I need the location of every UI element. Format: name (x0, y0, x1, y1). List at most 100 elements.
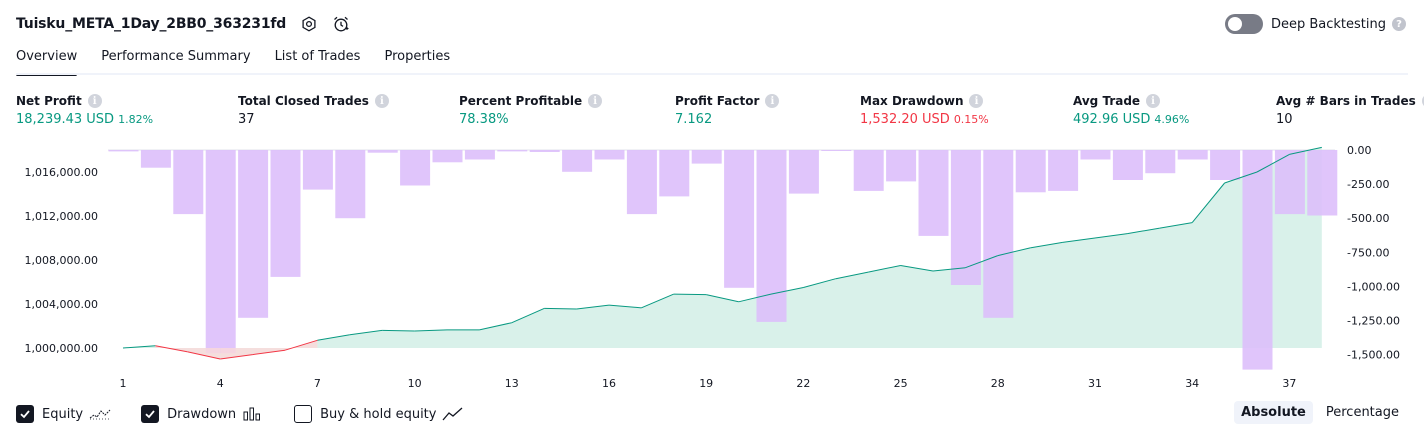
equity-line-segment (284, 339, 318, 351)
drawdown-bar (853, 150, 884, 191)
x-axis-label: 4 (217, 377, 224, 390)
equity-line-segment (1224, 171, 1258, 184)
equity-line-segment (511, 307, 545, 324)
y-axis-left-label: 1,016,000.00 (25, 166, 98, 179)
stat-percent: 4.96% (1154, 113, 1190, 126)
info-icon[interactable]: i (374, 94, 389, 108)
info-icon[interactable]: i (969, 94, 984, 108)
equity-drawdown-chart[interactable]: 1,000,000.00 1,004,000.00 1,008,000.00 1,01… (0, 140, 1424, 395)
checkbox-checked-icon[interactable] (16, 405, 34, 423)
drawdown-bar (626, 150, 657, 215)
y-axis-right-label: -1,250.00 (1347, 315, 1400, 328)
drawdown-bar (821, 150, 852, 151)
drawdown-bar (594, 150, 625, 160)
equity-line-segment (965, 255, 998, 269)
drawdown-bar (205, 150, 236, 354)
legend-equity[interactable]: Equity (16, 405, 111, 423)
equity-line-segment (1289, 146, 1322, 155)
equity-line-segment (706, 294, 739, 303)
stat-value: 7.162 (675, 112, 713, 127)
x-axis-label: 37 (1282, 377, 1296, 390)
info-icon[interactable]: i (765, 94, 780, 108)
legend-label: Drawdown (167, 406, 237, 422)
drawdown-bar (432, 150, 463, 163)
tab-properties[interactable]: Properties (384, 49, 451, 64)
equity-line-icon (89, 409, 111, 420)
deep-backtesting: Deep Backtesting ? (1224, 13, 1406, 35)
stat-label: Net Profit (16, 94, 82, 108)
drawdown-bar (1177, 150, 1208, 160)
drawdown-bar (983, 150, 1014, 318)
equity-loss-area (187, 348, 221, 359)
y-axis-left-label: 1,004,000.00 (25, 298, 98, 311)
equity-line-segment (608, 304, 642, 309)
drawdown-bar (756, 150, 787, 322)
equity-line-segment (900, 265, 934, 272)
tab-bar: Overview Performance Summary List of Tra… (16, 44, 474, 76)
stat-label: Profit Factor (675, 94, 760, 108)
stat-value: 18,239.43 USD (16, 112, 115, 127)
equity-line-segment (220, 354, 253, 360)
drawdown-bar (788, 150, 819, 194)
gear-icon[interactable] (300, 15, 318, 33)
equity-area (123, 147, 1322, 359)
info-icon[interactable]: i (1421, 94, 1424, 108)
equity-line-segment (1094, 233, 1128, 239)
info-icon[interactable]: i (1146, 94, 1161, 108)
strategy-name: Tuisku_META_1Day_2BB0_363231fd (16, 16, 287, 32)
drawdown-bar (464, 150, 495, 160)
drawdown-bar (108, 150, 139, 152)
stat-avg-bars-in-trades: Avg # Bars in Trades i 10 (1276, 92, 1424, 130)
drawdown-bar (400, 150, 431, 186)
deep-backtesting-toggle[interactable] (1224, 14, 1263, 34)
stat-label: Avg # Bars in Trades (1276, 94, 1416, 108)
equity-line-segment (1256, 153, 1290, 173)
mode-absolute-button[interactable]: Absolute (1234, 401, 1313, 424)
equity-line-segment (382, 329, 415, 332)
drawdown-bar (724, 150, 755, 288)
tab-overview[interactable]: Overview (16, 44, 78, 76)
stat-label: Avg Trade (1073, 94, 1141, 108)
deep-backtesting-label: Deep Backtesting (1270, 16, 1386, 32)
equity-line-segment (479, 322, 512, 331)
mode-percentage-button[interactable]: Percentage (1325, 405, 1399, 420)
equity-line-segment (414, 329, 448, 332)
stat-max-drawdown: Max Drawdown i 1,532.20 USD 0.15% (860, 92, 989, 130)
info-icon[interactable]: i (87, 94, 102, 108)
stat-percent-profitable: Percent Profitable i 78.38% (459, 92, 603, 130)
stat-percent: 0.15% (953, 113, 989, 126)
chart-mode-switch: Absolute Percentage (1228, 401, 1406, 424)
stat-value: 1,532.20 USD (860, 112, 950, 127)
equity-line-segment (1159, 222, 1193, 229)
drawdown-bar (302, 150, 333, 190)
tab-list-of-trades[interactable]: List of Trades (274, 49, 361, 64)
equity-loss-area (252, 348, 285, 355)
drawdown-bar (1048, 150, 1079, 191)
legend-drawdown[interactable]: Drawdown (141, 405, 264, 423)
legend-buy-hold-equity[interactable]: Buy & hold equity (294, 405, 464, 423)
y-axis-right-label: -500.00 (1347, 212, 1389, 225)
equity-line-segment (544, 307, 577, 310)
equity-line-segment (252, 349, 286, 356)
stat-label: Percent Profitable (459, 94, 583, 108)
drawdown-bar (238, 150, 269, 318)
y-axis-left-label: 1,008,000.00 (25, 254, 98, 267)
x-axis-label: 25 (894, 377, 908, 390)
y-axis-left-label: 1,012,000.00 (25, 210, 98, 223)
question-icon[interactable]: ? (1392, 17, 1406, 31)
equity-line-segment (317, 334, 350, 341)
drawdown-bar (1307, 150, 1338, 216)
stat-profit-factor: Profit Factor i 7.162 (675, 92, 780, 130)
drawdown-bar (1210, 150, 1241, 180)
equity-line-segment (122, 345, 156, 349)
y-axis-right-label: -1,500.00 (1347, 349, 1400, 362)
checkbox-checked-icon[interactable] (141, 405, 160, 423)
stat-total-closed-trades: Total Closed Trades i 37 (238, 92, 389, 130)
tab-performance-summary[interactable]: Performance Summary (101, 49, 251, 64)
alarm-clock-icon[interactable] (332, 15, 350, 33)
info-icon[interactable]: i (588, 94, 603, 108)
drawdown-bar (367, 150, 398, 153)
checkbox-unchecked-icon[interactable] (294, 405, 313, 423)
stats-row: Net Profit i 18,239.43 USD 1.82% Total Clo… (0, 92, 1424, 132)
drawdown-bar (173, 150, 204, 215)
